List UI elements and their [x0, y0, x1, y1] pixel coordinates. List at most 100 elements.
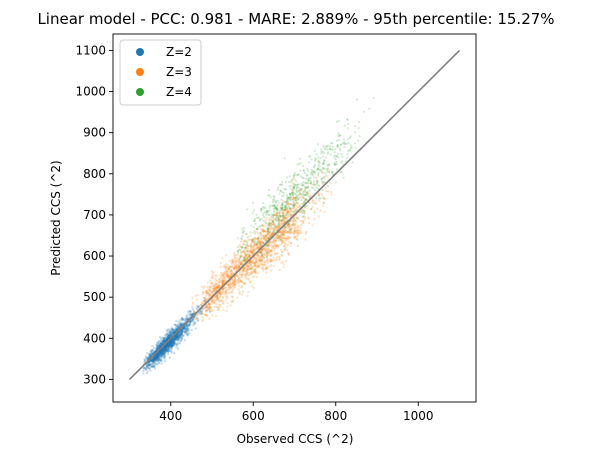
point-z3 — [224, 299, 227, 302]
point-z2 — [166, 333, 169, 336]
point-z3 — [267, 230, 271, 234]
point-z2 — [168, 342, 172, 345]
point-z2 — [179, 334, 182, 337]
point-z2 — [165, 343, 169, 347]
point-z4 — [245, 242, 249, 245]
point-z3 — [224, 286, 228, 290]
point-z4 — [265, 252, 269, 255]
point-z3 — [228, 275, 231, 279]
point-z3 — [300, 211, 303, 214]
point-z3 — [230, 265, 234, 269]
point-z2 — [168, 329, 172, 333]
point-z2 — [157, 357, 160, 360]
point-z2 — [188, 309, 192, 313]
point-z3 — [205, 314, 209, 318]
point-z2 — [171, 343, 174, 347]
point-z3 — [268, 218, 272, 221]
point-z3 — [210, 313, 214, 317]
point-z3 — [296, 231, 299, 234]
point-z2 — [184, 317, 187, 320]
point-z2 — [162, 353, 165, 356]
point-z4 — [243, 229, 246, 232]
point-z2 — [164, 338, 167, 342]
point-z4 — [324, 148, 327, 151]
point-z2 — [161, 352, 164, 356]
point-z3 — [221, 296, 225, 299]
point-z2 — [156, 358, 160, 362]
point-z3 — [215, 282, 218, 285]
point-z3 — [229, 286, 232, 289]
point-z2 — [157, 354, 160, 357]
point-z2 — [161, 351, 165, 354]
point-z2 — [196, 305, 199, 308]
point-z2 — [173, 336, 176, 339]
point-z3 — [268, 222, 272, 225]
point-z2 — [188, 321, 191, 324]
point-z3 — [250, 261, 253, 264]
point-z3 — [218, 291, 221, 294]
point-z3 — [295, 216, 298, 219]
point-z2 — [167, 349, 170, 353]
point-z3 — [275, 226, 278, 229]
point-z3 — [287, 252, 290, 255]
point-z3 — [260, 257, 264, 261]
point-z2 — [155, 355, 158, 358]
point-z2 — [156, 352, 160, 355]
point-z3 — [285, 239, 288, 242]
point-z3 — [244, 258, 248, 262]
point-z3 — [244, 272, 248, 276]
point-z3 — [323, 177, 326, 180]
point-z4 — [253, 218, 256, 221]
point-z2 — [175, 327, 179, 330]
point-z4 — [302, 169, 305, 172]
point-z2 — [167, 345, 171, 348]
point-z3 — [255, 253, 259, 257]
point-z4 — [303, 201, 306, 204]
point-z3 — [296, 225, 299, 228]
point-z3 — [267, 253, 270, 256]
point-z2 — [175, 345, 178, 349]
point-z3 — [221, 273, 224, 277]
point-z2 — [171, 339, 174, 343]
point-z3 — [263, 237, 267, 240]
point-z4 — [238, 258, 241, 261]
point-z2 — [145, 356, 148, 359]
point-z3 — [283, 229, 286, 232]
point-z2 — [151, 348, 154, 351]
point-z3 — [272, 222, 276, 226]
point-z2 — [170, 344, 174, 348]
point-z3 — [290, 232, 293, 235]
point-z3 — [299, 196, 302, 199]
point-z2 — [169, 343, 172, 346]
point-z2 — [176, 333, 179, 337]
point-z4 — [329, 145, 332, 148]
point-z3 — [214, 274, 217, 277]
point-z3 — [244, 273, 247, 276]
point-z2 — [154, 355, 157, 358]
point-z2 — [166, 346, 170, 349]
point-z2 — [193, 315, 196, 319]
point-z2 — [149, 365, 153, 368]
point-z3 — [210, 270, 214, 273]
point-z2 — [164, 346, 167, 349]
point-z4 — [321, 155, 325, 158]
point-z2 — [159, 353, 162, 357]
point-z4 — [276, 188, 279, 191]
point-z2 — [164, 348, 168, 351]
point-z2 — [204, 299, 207, 303]
point-z2 — [173, 330, 176, 334]
point-z3 — [249, 263, 253, 267]
point-z2 — [171, 328, 174, 332]
point-z3 — [324, 187, 327, 190]
point-z3 — [208, 305, 212, 309]
point-z2 — [165, 343, 169, 346]
point-z3 — [262, 247, 265, 251]
point-z3 — [225, 253, 228, 257]
point-z2 — [166, 343, 169, 346]
point-z3 — [276, 225, 279, 228]
point-z2 — [155, 347, 159, 350]
point-z3 — [219, 292, 222, 296]
point-z2 — [170, 347, 173, 350]
point-z3 — [219, 273, 222, 277]
point-z3 — [275, 244, 278, 247]
